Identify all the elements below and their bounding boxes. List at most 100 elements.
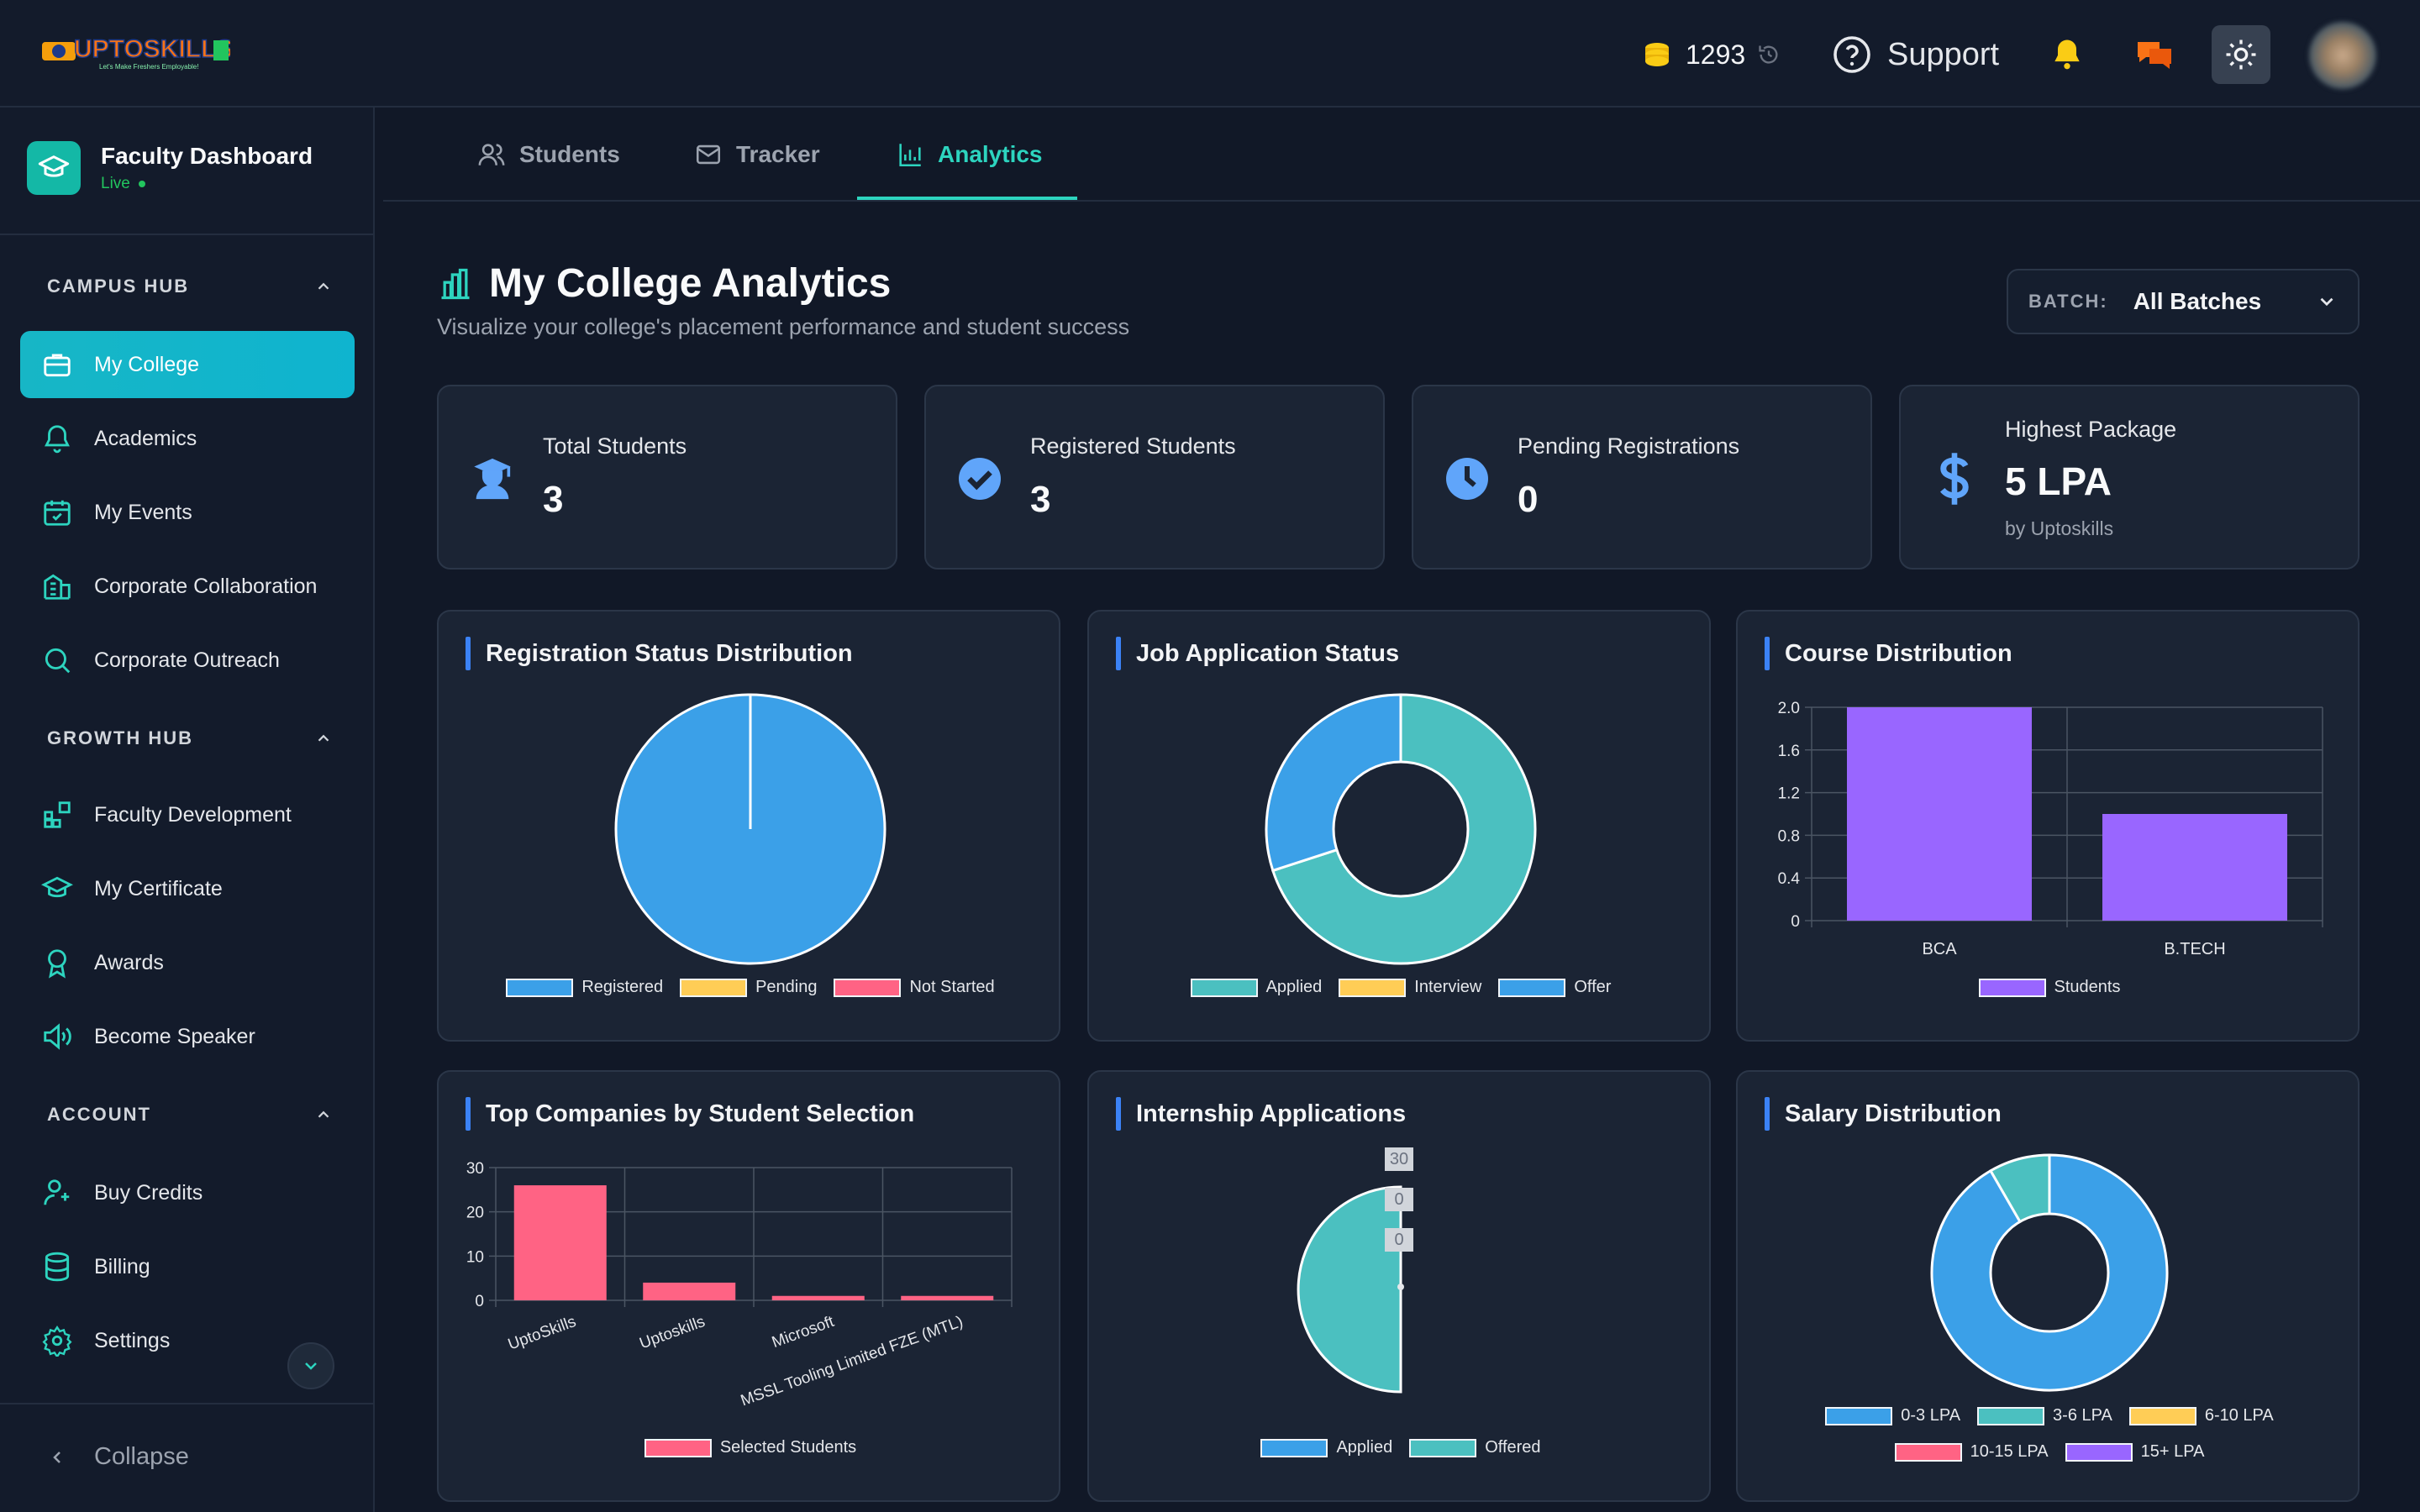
legend-swatch: [1339, 978, 1407, 997]
stat-value: 5 LPA: [2005, 459, 2112, 503]
gear-icon: [40, 1324, 74, 1357]
batch-value: All Batches: [2133, 288, 2262, 314]
stat-sub: by Uptoskills: [2005, 517, 2114, 539]
chart-title: Internship Applications: [1136, 1100, 1407, 1127]
award-icon: [40, 946, 74, 979]
legend-label: 15+ LPA: [2140, 1442, 2205, 1461]
chart-title: Top Companies by Student Selection: [486, 1100, 915, 1127]
uptoskills-logo[interactable]: UPTOSKILLS Let's Make Freshers Employabl…: [40, 29, 234, 74]
legend-swatch: [2128, 1406, 2196, 1425]
legend-item[interactable]: 3-6 LPA: [1977, 1406, 2112, 1425]
support-label: Support: [1887, 36, 2000, 72]
section-growth-hub[interactable]: GROWTH HUB: [47, 727, 333, 749]
legend-label: Offered: [1485, 1438, 1541, 1457]
sidebar-item-settings[interactable]: Settings: [20, 1307, 355, 1374]
legend-item[interactable]: Applied: [1190, 978, 1322, 997]
chart-legend: Selected Students: [439, 1438, 1062, 1457]
support-button[interactable]: Support: [1832, 30, 1999, 79]
sidebar-item-my-events[interactable]: My Events: [20, 479, 355, 546]
sidebar-item-label: Academics: [94, 426, 197, 450]
legend-item[interactable]: 6-10 LPA: [2128, 1406, 2274, 1425]
legend-item[interactable]: Registered: [506, 978, 663, 997]
legend-label: 6-10 LPA: [2204, 1406, 2274, 1425]
legend-swatch: [1825, 1406, 1893, 1425]
sidebar-item-corporate-collaboration[interactable]: Corporate Collaboration: [20, 553, 355, 620]
chart-legend: 0-3 LPA 3-6 LPA 6-10 LPA 10-15 LPA 15+ LPA: [1738, 1406, 2361, 1462]
sidebar-item-label: My Events: [94, 500, 192, 524]
history-icon[interactable]: [1757, 43, 1781, 66]
legend-item[interactable]: 10-15 LPA: [1894, 1442, 2049, 1462]
sidebar-item-academics[interactable]: Academics: [20, 405, 355, 472]
y-tick-label: 10: [466, 1248, 484, 1266]
notifications-bell-icon[interactable]: [2047, 34, 2087, 74]
legend-swatch: [1409, 1438, 1477, 1457]
legend-item[interactable]: Applied: [1260, 1438, 1392, 1457]
legend-item[interactable]: Offer: [1498, 978, 1611, 997]
legend-item[interactable]: Interview: [1339, 978, 1481, 997]
legend-item[interactable]: 15+ LPA: [2065, 1442, 2205, 1462]
sidebar-item-label: Buy Credits: [94, 1180, 203, 1205]
course-bar-chart: 0 0.4 0.8 1.2 1.6 2.0 BCA B.TECH: [1778, 700, 2323, 958]
job-application-donut-chart: [1265, 693, 1537, 965]
tick-label: 30: [1390, 1150, 1408, 1168]
legend-item[interactable]: Offered: [1409, 1438, 1541, 1457]
batch-select[interactable]: BATCH: All Batches: [2007, 269, 2360, 334]
sidebar-item-label: Become Speaker: [94, 1024, 255, 1048]
clock-icon: [1442, 454, 1492, 504]
active-tab-indicator: [857, 197, 1077, 200]
tab-tracker[interactable]: Tracker: [694, 108, 820, 202]
tick-label: 0: [1394, 1231, 1403, 1249]
y-tick-label: 0.8: [1778, 827, 1800, 845]
top-navbar: UPTOSKILLS Let's Make Freshers Employabl…: [0, 0, 2420, 108]
stat-card-highest-package: Highest Package 5 LPA by Uptoskills: [1899, 385, 2360, 570]
legend-swatch: [1978, 978, 2046, 997]
faculty-dashboard-header: Faculty Dashboard Live: [27, 141, 313, 195]
legend-item[interactable]: 0-3 LPA: [1825, 1406, 1960, 1425]
chart-card-salary-distribution: Salary Distribution 0-3 LPA 3-6 LPA 6-10 L…: [1736, 1070, 2360, 1502]
sidebar-item-corporate-outreach[interactable]: Corporate Outreach: [20, 627, 355, 694]
chart-legend: Applied Interview Offer: [1089, 978, 1712, 997]
sidebar-item-label: Billing: [94, 1254, 150, 1278]
legend-label: 10-15 LPA: [1970, 1442, 2049, 1461]
tab-students[interactable]: Students: [477, 108, 620, 202]
speaker-icon: [40, 1020, 74, 1053]
batch-label: BATCH:: [2028, 291, 2108, 312]
donut-hole: [1332, 760, 1470, 898]
chart-card-course-distribution: Course Distribution 0 0.4 0.8 1.2 1.6 2.0 BCA B…: [1736, 610, 2360, 1042]
section-title: GROWTH HUB: [47, 727, 193, 748]
chat-icon[interactable]: [2134, 34, 2175, 74]
sidebar-item-label: My College: [94, 352, 200, 376]
legend-item[interactable]: Selected Students: [644, 1438, 856, 1457]
section-account[interactable]: ACCOUNT: [47, 1104, 333, 1126]
page-title: My College Analytics: [437, 260, 891, 307]
logo-graphic: UPTOSKILLS Let's Make Freshers Employabl…: [42, 34, 234, 71]
y-tick-label: 2.0: [1778, 700, 1800, 717]
y-tick-label: 0: [475, 1293, 484, 1310]
sidebar: Faculty Dashboard Live CAMPUS HUB My Col…: [0, 108, 375, 1512]
legend-item[interactable]: Students: [1978, 978, 2120, 997]
sidebar-item-awards[interactable]: Awards: [20, 929, 355, 996]
credits-counter[interactable]: 1293: [1640, 34, 1781, 76]
divider: [0, 1403, 375, 1404]
x-tick-label: B.TECH: [2164, 940, 2225, 958]
chevron-up-icon: [318, 282, 329, 290]
sidebar-item-my-certificate[interactable]: My Certificate: [20, 855, 355, 922]
stat-card-registered-students: Registered Students 3: [924, 385, 1385, 570]
chart-legend: Students: [1738, 978, 2361, 997]
sidebar-item-buy-credits[interactable]: Buy Credits: [20, 1159, 355, 1226]
legend-swatch: [506, 978, 574, 997]
sidebar-item-faculty-development[interactable]: Faculty Development: [20, 781, 355, 848]
user-avatar[interactable]: [2309, 22, 2376, 89]
theme-toggle-button[interactable]: [2212, 25, 2270, 84]
legend-item[interactable]: Not Started: [834, 978, 995, 997]
sidebar-item-billing[interactable]: Billing: [20, 1233, 355, 1300]
bar-bca: [1847, 707, 2032, 921]
sidebar-item-become-speaker[interactable]: Become Speaker: [20, 1003, 355, 1070]
legend-item[interactable]: Pending: [680, 978, 817, 997]
tab-analytics[interactable]: Analytics: [896, 108, 1043, 202]
scroll-down-button[interactable]: [287, 1342, 334, 1389]
collapse-label: Collapse: [94, 1443, 189, 1470]
sidebar-item-my-college[interactable]: My College: [20, 331, 355, 398]
collapse-sidebar-button[interactable]: Collapse: [47, 1443, 189, 1471]
section-campus-hub[interactable]: CAMPUS HUB: [47, 276, 333, 297]
